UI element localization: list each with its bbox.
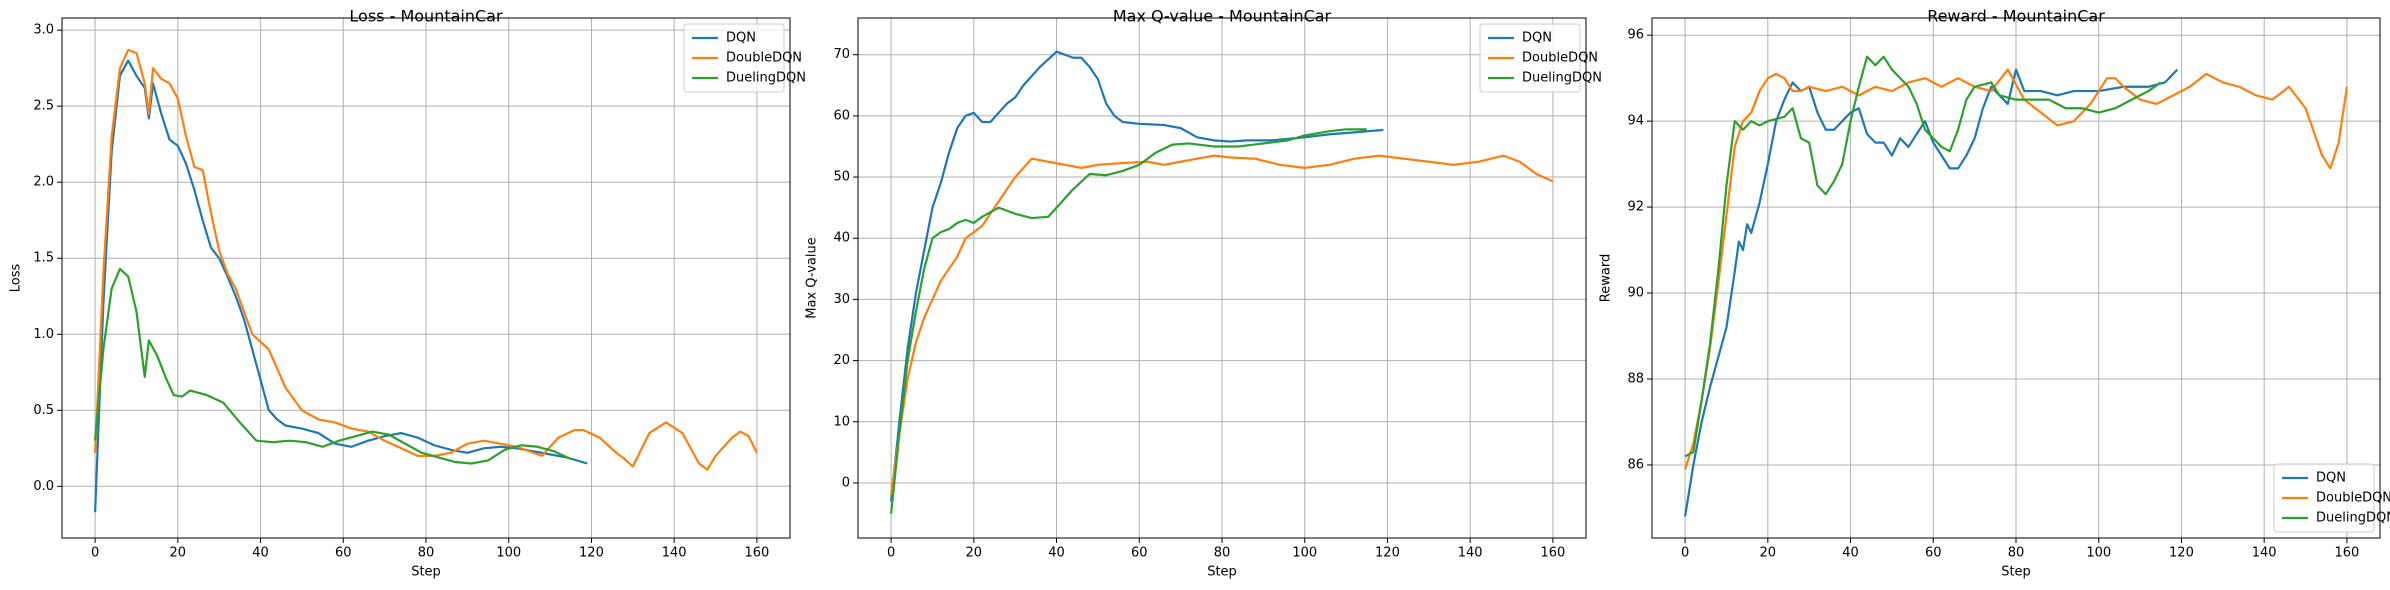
y-tick-label: 20	[833, 353, 850, 368]
y-tick-label: 94	[1627, 114, 1644, 129]
legend-box	[1479, 23, 1581, 93]
series-line	[93, 59, 588, 513]
axes-frame	[61, 17, 791, 539]
y-axis-label: Loss	[9, 264, 24, 293]
x-axis-label: Step	[411, 565, 441, 580]
y-tick-label: 10	[833, 414, 850, 429]
y-axis-label: Reward	[1599, 254, 1614, 302]
y-tick-label: 30	[833, 292, 850, 307]
x-tick-label: 100	[496, 546, 521, 561]
series-line	[1684, 55, 2162, 458]
y-tick-label: 0	[842, 475, 850, 490]
x-tick-label: 160	[744, 546, 769, 561]
y-tick-label: 86	[1627, 457, 1644, 472]
x-tick-label: 120	[2169, 546, 2194, 561]
y-tick-label: 60	[833, 108, 850, 123]
x-tick-label: 140	[1458, 546, 1483, 561]
y-tick-label: 88	[1627, 371, 1644, 386]
x-tick-label: 40	[252, 546, 269, 561]
legend-label: DQN	[726, 31, 756, 46]
x-tick-label: 80	[1214, 546, 1231, 561]
subplot: 0 20 40 60 80 100 120 140 160 0 10 20 30 40 50 60 70 Max …	[805, 7, 1602, 580]
chart-title: Loss - MountainCar	[349, 7, 503, 26]
x-tick-label: 160	[2334, 546, 2359, 561]
legend-box	[2273, 463, 2375, 533]
y-tick-label: 96	[1627, 28, 1644, 43]
legend-box	[683, 23, 785, 93]
legend-label: DuelingDQN	[2316, 511, 2390, 526]
legend-label: DQN	[1522, 31, 1552, 46]
legend: DQN DoubleDQN DuelingDQN	[2273, 463, 2390, 533]
series-line	[93, 267, 572, 465]
legend-label: DuelingDQN	[1522, 71, 1602, 86]
series-line	[889, 154, 1554, 496]
y-tick-label: 0.0	[33, 479, 54, 494]
x-tick-label: 20	[966, 546, 983, 561]
y-tick-label: 40	[833, 231, 850, 246]
x-tick-label: 120	[579, 546, 604, 561]
series-line	[1684, 68, 2179, 517]
y-tick-label: 1.5	[33, 251, 54, 266]
x-tick-label: 140	[2252, 546, 2277, 561]
series-line	[889, 50, 1384, 502]
legend-label: DQN	[2316, 471, 2346, 486]
x-tick-label: 40	[1842, 546, 1859, 561]
axes-frame	[1651, 17, 2381, 539]
x-tick-label: 0	[1681, 546, 1689, 561]
y-tick-label: 50	[833, 170, 850, 185]
y-tick-label: 70	[833, 47, 850, 62]
legend-label: DoubleDQN	[2316, 491, 2390, 506]
x-tick-label: 140	[662, 546, 687, 561]
x-tick-label: 80	[418, 546, 435, 561]
y-axis-label: Max Q-value	[805, 237, 820, 318]
x-tick-label: 60	[1925, 546, 1942, 561]
y-tick-label: 92	[1627, 200, 1644, 215]
legend-label: DoubleDQN	[1522, 51, 1598, 66]
series-line	[889, 128, 1367, 514]
chart-title: Max Q-value - MountainCar	[1113, 7, 1332, 26]
y-tick-label: 1.0	[33, 327, 54, 342]
legend: DQN DoubleDQN DuelingDQN	[683, 23, 806, 93]
subplot: 0 20 40 60 80 100 120 140 160 0.0 0.5 1.0 1.5 2.0 2.5 3…	[9, 7, 806, 580]
x-tick-label: 80	[2008, 546, 2025, 561]
y-tick-label: 90	[1627, 286, 1644, 301]
y-tick-label: 2.5	[33, 99, 54, 114]
x-tick-label: 0	[91, 546, 99, 561]
x-tick-label: 0	[887, 546, 895, 561]
x-tick-label: 20	[170, 546, 187, 561]
y-tick-label: 2.0	[33, 175, 54, 190]
x-tick-label: 20	[1760, 546, 1777, 561]
legend: DQN DoubleDQN DuelingDQN	[1479, 23, 1602, 93]
x-axis-label: Step	[1207, 565, 1237, 580]
legend-label: DuelingDQN	[726, 71, 806, 86]
x-tick-label: 60	[335, 546, 352, 561]
legend-label: DoubleDQN	[726, 51, 802, 66]
x-axis-label: Step	[2001, 565, 2031, 580]
series-line	[93, 48, 758, 471]
y-tick-label: 0.5	[33, 403, 54, 418]
y-tick-label: 3.0	[33, 23, 54, 38]
x-tick-label: 40	[1048, 546, 1065, 561]
subplot: 0 20 40 60 80 100 120 140 160 86 88 90 92 94 96 Reward …	[1599, 7, 2390, 580]
x-tick-label: 60	[1131, 546, 1148, 561]
x-tick-label: 120	[1375, 546, 1400, 561]
x-tick-label: 100	[2086, 546, 2111, 561]
x-tick-label: 160	[1540, 546, 1565, 561]
axes-frame	[857, 17, 1587, 539]
x-tick-label: 100	[1292, 546, 1317, 561]
chart-title: Reward - MountainCar	[1927, 7, 2105, 26]
